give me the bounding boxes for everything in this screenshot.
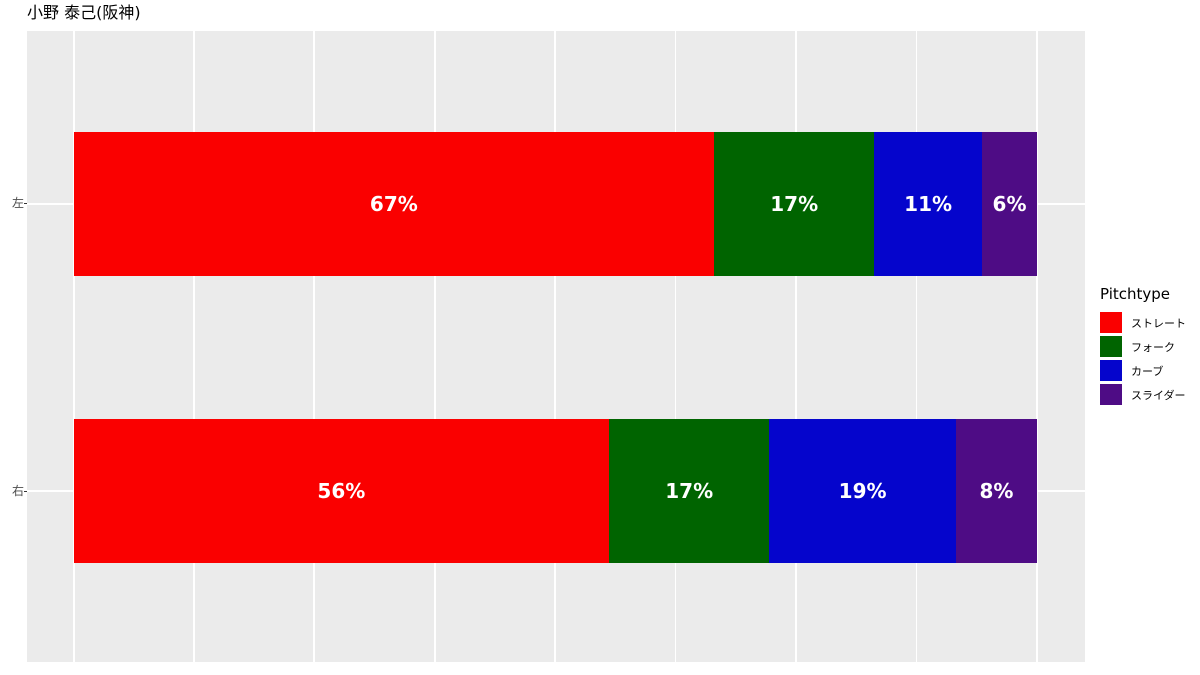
legend-key-swatch bbox=[1100, 384, 1122, 405]
bar-segment-label: 6% bbox=[992, 191, 1027, 216]
bar-segment: 8% bbox=[956, 419, 1037, 563]
y-axis-tick bbox=[24, 203, 27, 204]
legend-label: ストレート bbox=[1131, 316, 1186, 330]
y-axis-label-right: 右 bbox=[11, 484, 24, 498]
bar-row-right: 56% 17% 19% 8% bbox=[73, 419, 1038, 563]
legend-entry: カーブ bbox=[1100, 360, 1200, 381]
gridline-vertical-minor bbox=[674, 31, 677, 662]
legend-entry: ストレート bbox=[1100, 312, 1200, 333]
legend-key-swatch bbox=[1100, 360, 1122, 381]
legend: Pitchtype ストレートフォークカーブスライダー bbox=[1100, 285, 1200, 408]
bar-segment-label: 17% bbox=[665, 479, 714, 503]
gridline-vertical-minor bbox=[434, 31, 436, 662]
y-axis-label-left: 左 bbox=[11, 196, 24, 210]
bar-segment: 17% bbox=[714, 131, 875, 276]
bar-segment: 11% bbox=[874, 131, 983, 276]
legend-title: Pitchtype bbox=[1100, 285, 1171, 303]
plot-panel: 67% 17% 11% 6% 56% 17% 19% 8% bbox=[27, 31, 1085, 662]
legend-label: フォーク bbox=[1131, 340, 1175, 354]
gridline-vertical-major bbox=[313, 31, 316, 662]
bar-segment-label: 56% bbox=[317, 479, 366, 503]
legend-entries: ストレートフォークカーブスライダー bbox=[1100, 312, 1200, 405]
legend-label: スライダー bbox=[1131, 388, 1186, 402]
bar-segment: 56% bbox=[73, 419, 610, 563]
bar-segment: 17% bbox=[609, 419, 770, 563]
bar-segment: 19% bbox=[769, 419, 957, 563]
gridline-vertical-major bbox=[72, 31, 75, 662]
legend-entry: スライダー bbox=[1100, 384, 1200, 405]
bar-row-left: 67% 17% 11% 6% bbox=[73, 131, 1038, 276]
bar-segment: 6% bbox=[982, 131, 1037, 276]
gridline-vertical-major bbox=[554, 31, 557, 662]
legend-entry: フォーク bbox=[1100, 336, 1200, 357]
chart-title: 小野 泰己(阪神) bbox=[27, 3, 141, 22]
legend-label: カーブ bbox=[1131, 364, 1164, 378]
legend-key-swatch bbox=[1100, 312, 1122, 333]
bar-segment-label: 17% bbox=[770, 191, 819, 216]
bar-segment: 67% bbox=[73, 131, 715, 276]
bar-segment-label: 11% bbox=[904, 191, 953, 216]
bar-segment-label: 19% bbox=[838, 479, 887, 503]
legend-key-swatch bbox=[1100, 336, 1122, 357]
gridline-vertical-major bbox=[795, 31, 798, 662]
gridline-vertical-minor bbox=[193, 31, 195, 662]
bar-segment-label: 67% bbox=[369, 191, 418, 216]
gridline-vertical-major bbox=[1036, 31, 1038, 662]
y-axis-tick bbox=[24, 491, 27, 492]
bar-segment-label: 8% bbox=[979, 479, 1014, 503]
gridline-vertical-minor bbox=[915, 31, 918, 662]
